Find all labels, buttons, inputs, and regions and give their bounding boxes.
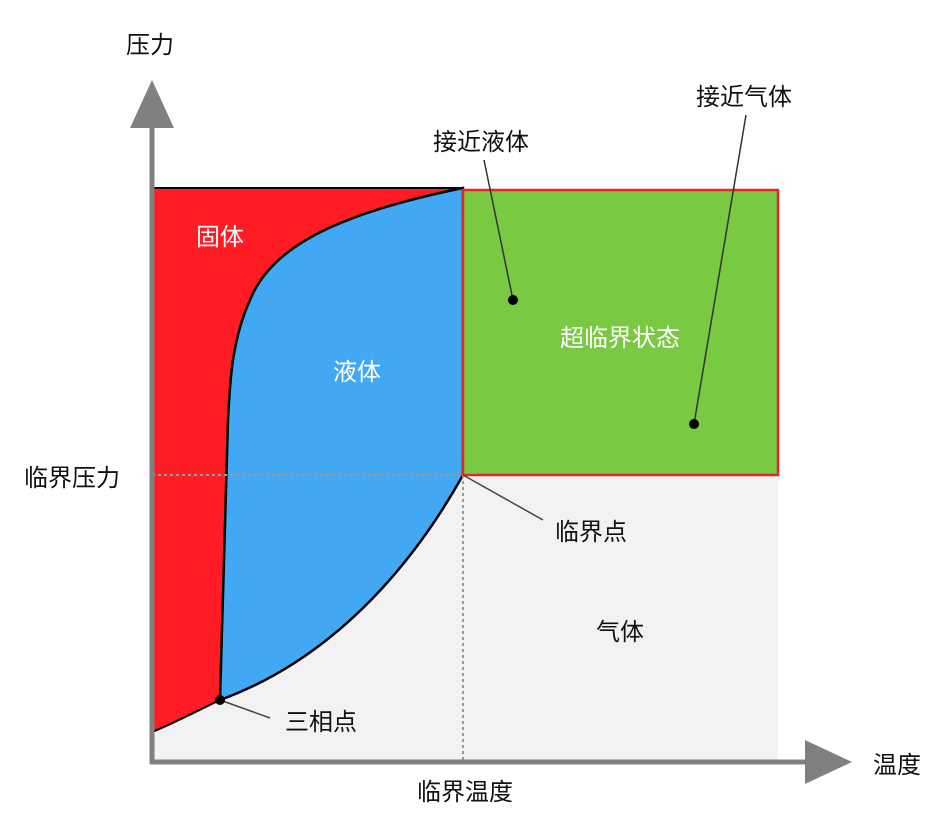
critical-point-pointer [462,474,544,521]
triple-point-label: 三相点 [285,708,357,736]
liquid-region [218,186,465,702]
y-axis-label: 压力 [126,31,174,59]
near-gas-label: 接近气体 [696,83,792,111]
x-axis-label: 温度 [873,751,921,779]
liquid-label: 液体 [333,358,381,386]
x-axis-arrow-icon [805,740,852,784]
y-axis-arrow-icon [130,80,174,128]
triple-point-pointer [219,699,271,719]
near-liquid-label: 接近液体 [433,128,529,156]
near-liquid-dot [508,295,518,305]
near-liquid-pointer [483,159,514,301]
triple-point-dot [215,695,225,705]
critical-temperature-label: 临界温度 [417,778,513,806]
critical-point-label: 临界点 [555,518,627,546]
near-gas-dot [689,419,699,429]
solid-label: 固体 [196,223,244,251]
near-gas-pointer [693,114,747,425]
supercritical-label: 超临界状态 [560,324,680,352]
critical-pressure-label: 临界压力 [24,464,120,492]
gas-label: 气体 [596,618,644,646]
